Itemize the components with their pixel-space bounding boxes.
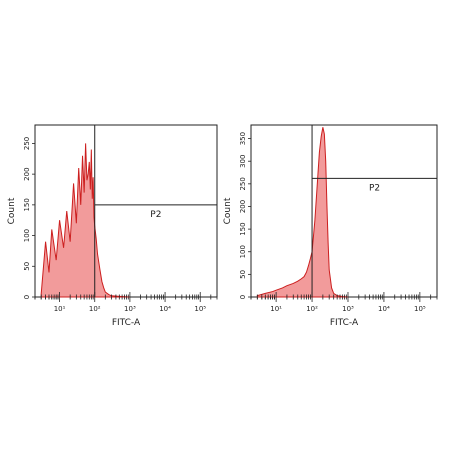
- y-tick-label: 300: [239, 155, 247, 168]
- x-tick-label: 10¹: [270, 305, 282, 313]
- plot-frame: [250, 124, 438, 298]
- gate-label: P2: [150, 210, 161, 220]
- histogram-panel-left: P2 0 50 100 150 200 250 10¹ 10² 10³ 10⁴ 10⁵ FITC-A Co…: [7, 124, 218, 328]
- y-tick-label: 0: [239, 295, 247, 299]
- histogram-panel-right: P2 0 50 100 150 200 250 300 350 10¹ 10² 10³ 10⁴ 10⁵ FI…: [223, 124, 438, 328]
- y-tick-label: 250: [23, 137, 31, 150]
- y-tick-label: 100: [239, 245, 247, 258]
- x-tick-label: 10²: [306, 305, 318, 313]
- x-axis-label: FITC-A: [112, 318, 141, 328]
- histogram-area: [256, 127, 349, 298]
- x-tick-label: 10²: [89, 305, 101, 313]
- x-tick-label: 10⁴: [378, 305, 390, 313]
- y-tick-label: 50: [239, 270, 247, 279]
- x-tick-label: 10⁴: [159, 305, 171, 313]
- x-axis-label: FITC-A: [330, 318, 359, 328]
- gate-label: P2: [369, 183, 380, 193]
- y-tick-label: 250: [239, 177, 247, 190]
- y-tick-label: 350: [239, 132, 247, 145]
- y-tick-label: 0: [23, 295, 31, 299]
- x-tick-label: 10⁵: [194, 305, 206, 313]
- x-tick-label: 10³: [124, 305, 136, 313]
- x-tick-label: 10¹: [54, 305, 66, 313]
- x-tick-label: 10³: [342, 305, 354, 313]
- y-axis-label: Count: [223, 197, 233, 224]
- y-tick-label: 200: [23, 167, 31, 180]
- y-tick-label: 100: [23, 229, 31, 242]
- y-tick-label: 200: [239, 200, 247, 213]
- y-axis-label: Count: [7, 197, 17, 224]
- y-tick-label: 150: [23, 198, 31, 211]
- y-tick-label: 50: [23, 262, 31, 271]
- x-tick-label: 10⁵: [414, 305, 426, 313]
- histogram-area: [40, 143, 130, 298]
- y-tick-label: 150: [239, 222, 247, 235]
